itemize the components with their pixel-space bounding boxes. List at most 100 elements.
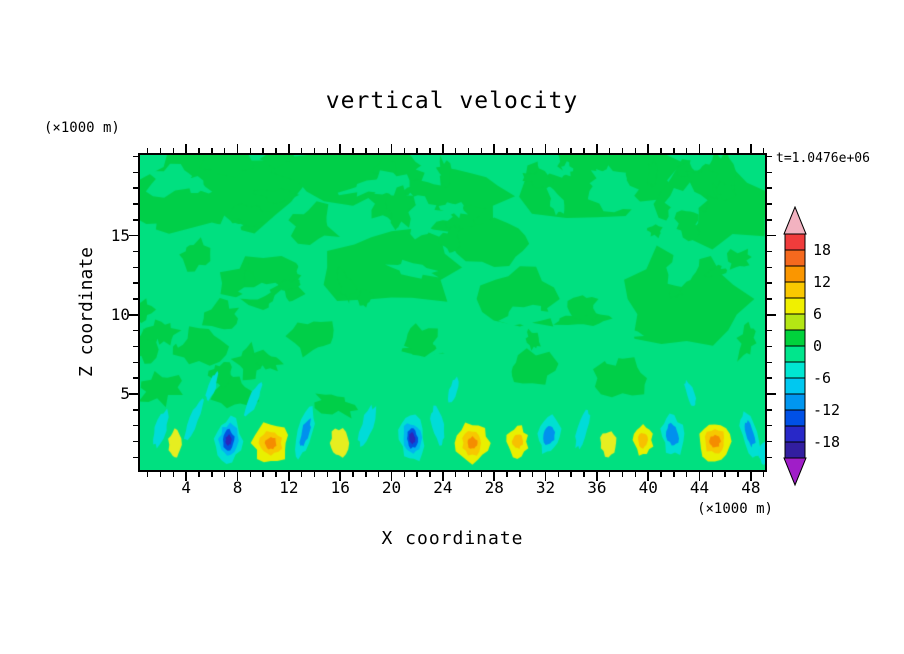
y-minor-tick	[767, 171, 772, 174]
x-minor-tick	[724, 472, 726, 477]
y-major-tick	[129, 234, 138, 237]
x-tick-label: 8	[232, 478, 243, 497]
colorbar-over-arrow	[783, 206, 807, 235]
x-minor-tick	[275, 472, 277, 477]
y-minor-tick	[767, 266, 772, 269]
time-stamp: t=1.0476e+06	[776, 151, 870, 166]
x-minor-tick	[275, 148, 277, 153]
x-minor-tick	[737, 148, 739, 153]
x-minor-tick	[146, 148, 149, 153]
y-minor-tick	[133, 377, 138, 379]
x-minor-tick	[223, 472, 226, 477]
colorbar-tick-label: 0	[813, 337, 823, 355]
x-minor-tick	[172, 148, 175, 153]
x-minor-tick	[352, 148, 354, 153]
y-minor-tick	[133, 409, 138, 411]
x-minor-tick	[634, 148, 637, 153]
x-minor-tick	[326, 148, 329, 153]
x-tick-label: 48	[741, 478, 761, 497]
x-tick-label: 28	[484, 478, 504, 497]
x-tick-label: 16	[330, 478, 350, 497]
x-minor-tick	[300, 472, 303, 477]
y-minor-tick	[767, 424, 772, 427]
x-minor-tick	[480, 472, 483, 477]
colorbar-segment	[784, 265, 806, 283]
x-minor-tick	[429, 148, 431, 153]
x-minor-tick	[531, 472, 534, 477]
colorbar-tick-label: -6	[813, 369, 832, 387]
y-minor-tick	[133, 171, 138, 174]
y-major-tick	[129, 314, 138, 316]
colorbar-segment	[784, 345, 806, 363]
y-minor-tick	[133, 250, 138, 253]
x-minor-tick	[211, 472, 213, 477]
colorbar-tick-label: -18	[813, 433, 841, 451]
x-minor-tick	[506, 472, 508, 477]
x-minor-tick	[583, 472, 585, 477]
colorbar-tick-label: 18	[813, 241, 832, 259]
x-minor-tick	[621, 148, 624, 153]
colorbar-under-arrow	[783, 457, 807, 487]
y-minor-tick	[767, 250, 772, 253]
x-minor-tick	[660, 148, 662, 153]
x-minor-tick	[531, 148, 534, 153]
x-tick-label: 20	[381, 478, 402, 497]
y-minor-tick	[133, 266, 138, 269]
colorbar-tick-label: -12	[813, 401, 841, 419]
x-major-tick	[339, 472, 341, 481]
x-minor-tick	[583, 148, 585, 153]
x-minor-tick	[711, 472, 714, 477]
colorbar-segment	[784, 281, 806, 299]
x-minor-tick	[570, 148, 572, 153]
y-minor-tick	[133, 219, 138, 221]
x-minor-tick	[467, 472, 470, 477]
y-minor-tick	[767, 155, 772, 158]
colorbar-segment	[784, 329, 806, 347]
y-minor-tick	[767, 282, 772, 284]
x-minor-tick	[557, 148, 560, 153]
x-minor-tick	[403, 148, 406, 153]
x-tick-label: 36	[587, 478, 607, 497]
x-major-tick	[390, 472, 393, 481]
y-minor-tick	[133, 361, 138, 364]
y-minor-tick	[133, 187, 138, 189]
x-minor-tick	[621, 472, 624, 477]
x-minor-tick	[467, 148, 470, 153]
x-minor-tick	[454, 148, 457, 153]
x-major-tick	[236, 472, 239, 481]
y-minor-tick	[767, 456, 772, 459]
y-minor-tick	[133, 282, 138, 284]
y-minor-tick	[767, 440, 772, 443]
y-axis-unit-label: (×1000 m)	[44, 120, 120, 136]
x-minor-tick	[172, 472, 175, 477]
x-minor-tick	[480, 148, 483, 153]
y-minor-tick	[133, 298, 138, 300]
x-minor-tick	[519, 472, 521, 477]
x-minor-tick	[262, 472, 264, 477]
y-minor-tick	[767, 409, 772, 411]
y-minor-tick	[767, 187, 772, 189]
x-major-tick	[544, 472, 547, 481]
colorbar-segment	[784, 377, 806, 395]
x-minor-tick	[365, 472, 367, 477]
x-major-tick	[442, 472, 444, 481]
x-minor-tick	[454, 472, 457, 477]
x-major-tick	[288, 144, 290, 153]
y-tick-label: 10	[110, 304, 130, 324]
x-minor-tick	[608, 148, 611, 153]
y-minor-tick	[767, 298, 772, 300]
y-tick-label: 15	[110, 225, 130, 245]
x-tick-label: 32	[535, 478, 556, 497]
x-axis-unit-label: (×1000 m)	[697, 501, 773, 517]
x-minor-tick	[313, 148, 316, 153]
y-major-tick	[767, 393, 776, 395]
y-minor-tick	[767, 345, 772, 348]
x-major-tick	[236, 144, 239, 153]
x-major-tick	[750, 472, 752, 481]
y-minor-tick	[133, 456, 138, 459]
x-minor-tick	[570, 472, 572, 477]
x-minor-tick	[685, 148, 688, 153]
colorbar-segment	[784, 393, 806, 411]
x-major-tick	[493, 144, 495, 153]
x-major-tick	[750, 144, 752, 153]
